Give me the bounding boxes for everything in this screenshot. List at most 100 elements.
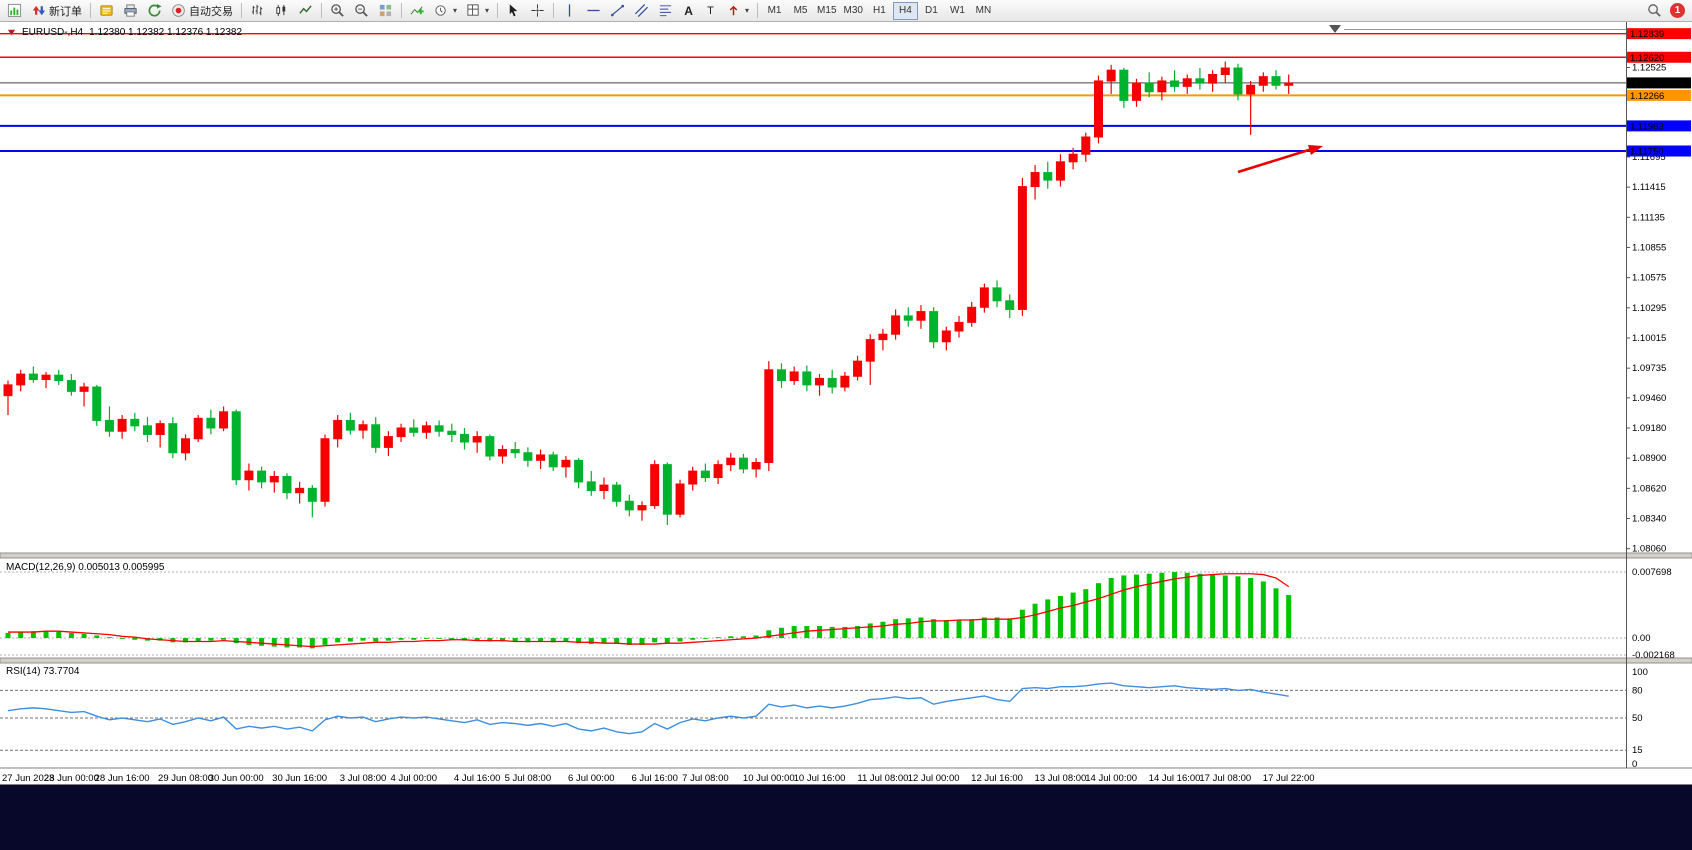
autotrading-icon — [172, 4, 185, 17]
toolbar-separator — [553, 3, 555, 18]
timeframe-m5-button[interactable]: M5 — [788, 2, 813, 20]
svg-text:1.08340: 1.08340 — [1632, 514, 1666, 525]
chevron-down-icon: ▾ — [485, 6, 490, 15]
svg-text:1.11135: 1.11135 — [1632, 212, 1665, 223]
chevron-down-icon: ▾ — [745, 6, 750, 15]
svg-text:1.12266: 1.12266 — [1630, 91, 1664, 102]
text-tool-button[interactable]: A — [678, 1, 699, 21]
svg-text:0.007698: 0.007698 — [1632, 567, 1672, 578]
new-chart-icon — [7, 3, 22, 18]
fibonacci-icon — [659, 5, 672, 17]
refresh-icon — [148, 3, 162, 17]
search-icon — [1648, 4, 1661, 17]
svg-text:1.12839: 1.12839 — [1630, 29, 1664, 40]
svg-text:1.11415: 1.11415 — [1632, 182, 1666, 193]
indicators-icon — [410, 6, 424, 15]
svg-text:27 Jun 2023: 27 Jun 2023 — [2, 773, 54, 784]
print-icon — [124, 4, 137, 17]
zoom-out-button[interactable] — [350, 1, 373, 21]
svg-text:1.11983: 1.11983 — [1630, 121, 1664, 132]
new-chart-button[interactable] — [3, 1, 26, 21]
arrows-tool-button[interactable]: ▾ — [722, 1, 753, 21]
svg-text:7 Jul 08:00: 7 Jul 08:00 — [682, 773, 728, 784]
bottom-dark-area — [0, 785, 1692, 850]
print-button[interactable] — [119, 1, 142, 21]
svg-text:1.11695: 1.11695 — [1632, 152, 1666, 163]
indicators-button[interactable] — [406, 1, 429, 21]
zoom-in-button[interactable] — [326, 1, 349, 21]
new-order-label: 新订单 — [49, 5, 82, 18]
svg-text:6 Jul 00:00: 6 Jul 00:00 — [568, 773, 614, 784]
timeframe-w1-button[interactable]: W1 — [945, 2, 970, 20]
toolbar-separator — [241, 3, 242, 18]
svg-text:6 Jul 16:00: 6 Jul 16:00 — [631, 773, 677, 784]
templates-button[interactable]: ▾ — [462, 1, 493, 21]
timeframe-m15-button[interactable]: M15 — [814, 2, 839, 20]
crosshair-button[interactable] — [526, 1, 549, 21]
label-tool-button[interactable]: T — [700, 1, 721, 21]
timeframe-h4-button[interactable]: H4 — [892, 1, 918, 20]
toolbar-separator — [321, 3, 322, 18]
metaeditor-button[interactable] — [95, 1, 118, 21]
macd-indicator-label: MACD(12,26,9) 0.005013 0.005995 — [6, 562, 165, 573]
rsi-indicator-label: RSI(14) 73.7704 — [6, 666, 80, 677]
new-order-button[interactable]: 新订单 — [27, 1, 86, 21]
svg-text:28 Jun 16:00: 28 Jun 16:00 — [95, 773, 150, 784]
svg-text:1.11750: 1.11750 — [1630, 147, 1664, 158]
arrow-tool-icon — [729, 5, 738, 16]
search-button[interactable] — [1643, 1, 1666, 21]
svg-text:-0.002168: -0.002168 — [1632, 650, 1675, 661]
toolbar-separator — [497, 3, 499, 18]
main-toolbar: 新订单 自动交易 ▾ ▾ — [0, 0, 1692, 22]
svg-text:5 Jul 08:00: 5 Jul 08:00 — [505, 773, 551, 784]
channel-icon — [635, 3, 649, 18]
chevron-down-icon: ▾ — [453, 6, 458, 15]
timeframe-mn-button[interactable]: MN — [971, 2, 996, 20]
toolbar-separator — [401, 3, 402, 18]
periods-button[interactable]: ▾ — [430, 1, 461, 21]
vertical-line-button[interactable] — [558, 1, 581, 21]
tile-windows-button[interactable] — [374, 1, 397, 21]
svg-text:17 Jul 22:00: 17 Jul 22:00 — [1263, 773, 1315, 784]
timeframe-m1-button[interactable]: M1 — [762, 2, 787, 20]
symbol-period-label: EURUSD-,H4 — [22, 27, 84, 38]
template-icon — [467, 4, 479, 16]
line-chart-button[interactable] — [294, 1, 317, 21]
svg-text:11 Jul 08:00: 11 Jul 08:00 — [857, 773, 908, 784]
timeframe-h1-button[interactable]: H1 — [867, 2, 892, 20]
svg-text:1.09180: 1.09180 — [1632, 423, 1666, 434]
svg-text:4 Jul 16:00: 4 Jul 16:00 — [454, 773, 500, 784]
autotrading-button[interactable]: 自动交易 — [167, 1, 237, 21]
candlestick-chart-button[interactable] — [270, 1, 293, 21]
horizontal-line-button[interactable] — [582, 1, 605, 21]
fibonacci-button[interactable] — [654, 1, 677, 21]
ohlc-values: 1.12380 1.12382 1.12376 1.12382 — [89, 27, 243, 38]
bar-chart-button[interactable] — [246, 1, 269, 21]
chart-canvas[interactable]: 1.12525 1.11695 1.11415 1.11135 1.10855 1.105… — [0, 22, 1692, 785]
svg-text:80: 80 — [1632, 685, 1643, 696]
text-tool-icon: A — [684, 3, 693, 18]
svg-text:12 Jul 16:00: 12 Jul 16:00 — [971, 773, 1023, 784]
svg-text:4 Jul 00:00: 4 Jul 00:00 — [391, 773, 437, 784]
refresh-button[interactable] — [143, 1, 166, 21]
label-tool-icon: T — [707, 4, 714, 17]
notification-badge[interactable]: 1 — [1670, 3, 1685, 18]
svg-text:1.10575: 1.10575 — [1632, 273, 1666, 284]
trendline-button[interactable] — [606, 1, 629, 21]
svg-text:29 Jun 08:00: 29 Jun 08:00 — [158, 773, 213, 784]
svg-text:0.00: 0.00 — [1632, 633, 1651, 644]
channel-button[interactable] — [630, 1, 653, 21]
zoom-out-icon — [355, 4, 368, 17]
svg-text:10 Jul 00:00: 10 Jul 00:00 — [743, 773, 795, 784]
svg-text:1.10855: 1.10855 — [1632, 242, 1666, 253]
chart-header: EURUSD-,H4 1.12380 1.12382 1.12376 1.123… — [7, 27, 242, 38]
zoom-in-icon — [331, 4, 344, 17]
svg-text:13 Jul 08:00: 13 Jul 08:00 — [1035, 773, 1087, 784]
svg-text:30 Jun 16:00: 30 Jun 16:00 — [272, 773, 327, 784]
svg-text:28 Jun 00:00: 28 Jun 00:00 — [44, 773, 99, 784]
timeframe-d1-button[interactable]: D1 — [919, 2, 944, 20]
cursor-button[interactable] — [502, 1, 525, 21]
trendline-icon — [611, 4, 625, 17]
svg-text:1.10295: 1.10295 — [1632, 303, 1666, 314]
timeframe-m30-button[interactable]: M30 — [841, 2, 866, 20]
